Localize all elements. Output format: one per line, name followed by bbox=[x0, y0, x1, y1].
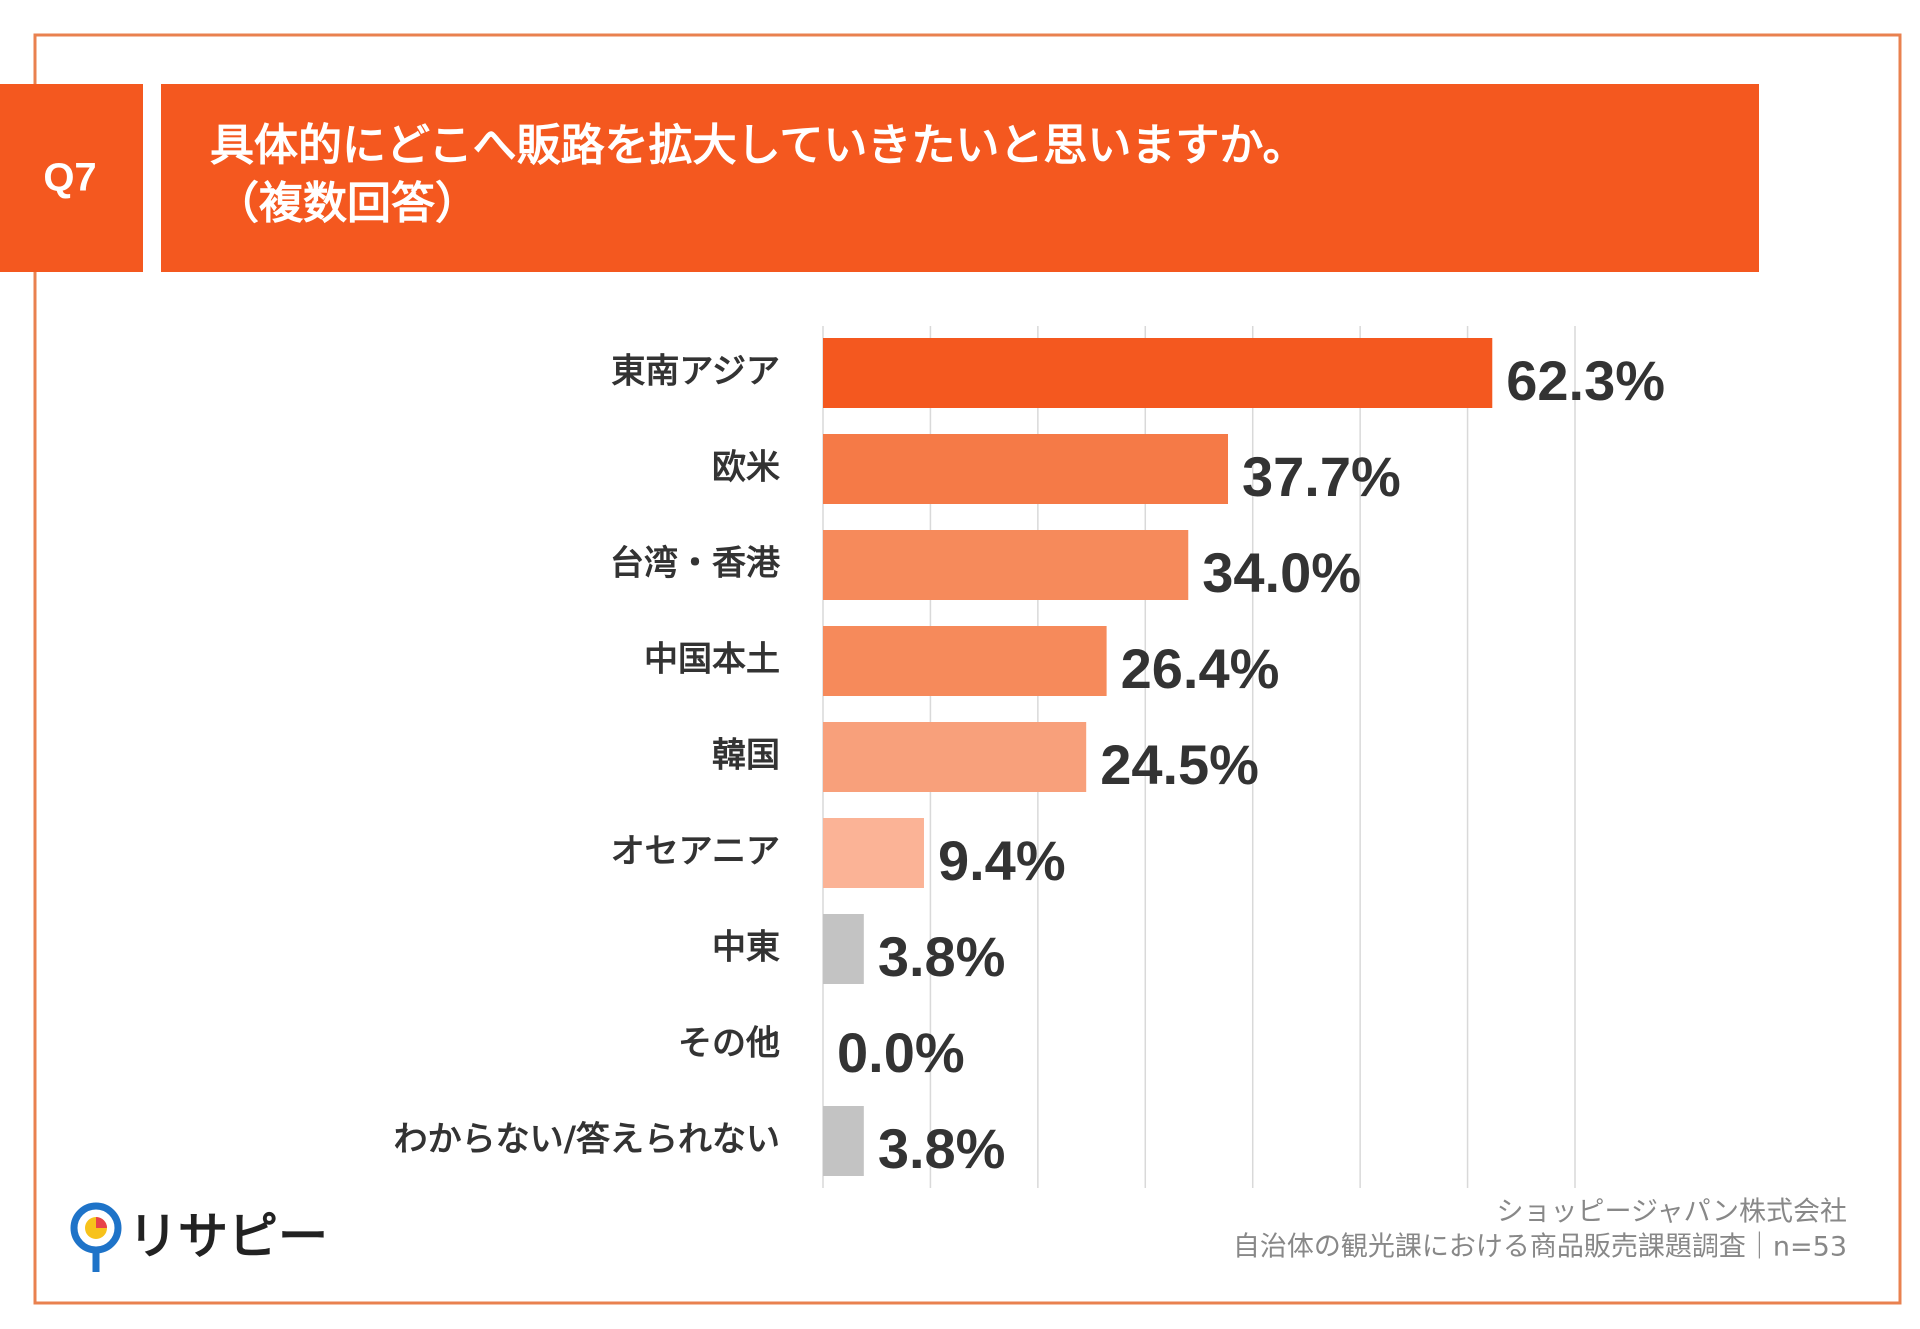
category-label: 韓国 bbox=[712, 736, 780, 776]
logo-icon bbox=[70, 1202, 122, 1272]
category-label: 台湾・香港 bbox=[610, 544, 781, 584]
bar bbox=[823, 818, 924, 888]
value-label: 24.5% bbox=[1100, 733, 1259, 796]
logo-text: リサピー bbox=[128, 1208, 328, 1266]
category-label: 欧米 bbox=[712, 448, 780, 488]
value-label: 62.3% bbox=[1506, 349, 1665, 412]
bar bbox=[823, 338, 1493, 408]
title-box bbox=[161, 84, 1759, 272]
bar bbox=[823, 914, 864, 984]
category-label: オセアニア bbox=[611, 832, 780, 872]
value-label: 34.0% bbox=[1202, 541, 1361, 604]
value-label: 3.8% bbox=[878, 1117, 1006, 1180]
bar bbox=[823, 434, 1229, 504]
bar bbox=[823, 530, 1189, 600]
chart-title: 具体的にどこへ販路を拡大していきたいと思いますか。 bbox=[210, 120, 1306, 171]
bar bbox=[823, 626, 1107, 696]
category-label: 中国本土 bbox=[644, 640, 780, 680]
question-label: Q7 bbox=[43, 156, 96, 200]
bar bbox=[823, 1106, 864, 1176]
bar bbox=[823, 722, 1087, 792]
footer-source: 自治体の観光課における商品販売課題調査｜n=53 bbox=[1233, 1232, 1847, 1263]
footer-company: ショッピージャパン株式会社 bbox=[1497, 1197, 1847, 1228]
category-label: 東南アジア bbox=[611, 352, 780, 392]
question-box bbox=[0, 84, 143, 272]
value-label: 3.8% bbox=[878, 925, 1006, 988]
category-label: わからない/答えられない bbox=[394, 1120, 780, 1160]
category-label: その他 bbox=[678, 1024, 780, 1064]
value-label: 0.0% bbox=[837, 1021, 965, 1084]
value-label: 37.7% bbox=[1242, 445, 1401, 508]
value-label: 9.4% bbox=[938, 829, 1066, 892]
frame bbox=[33, 33, 1902, 1305]
category-label: 中東 bbox=[712, 928, 780, 968]
chart-subtitle: （複数回答） bbox=[215, 178, 479, 229]
value-label: 26.4% bbox=[1121, 637, 1280, 700]
